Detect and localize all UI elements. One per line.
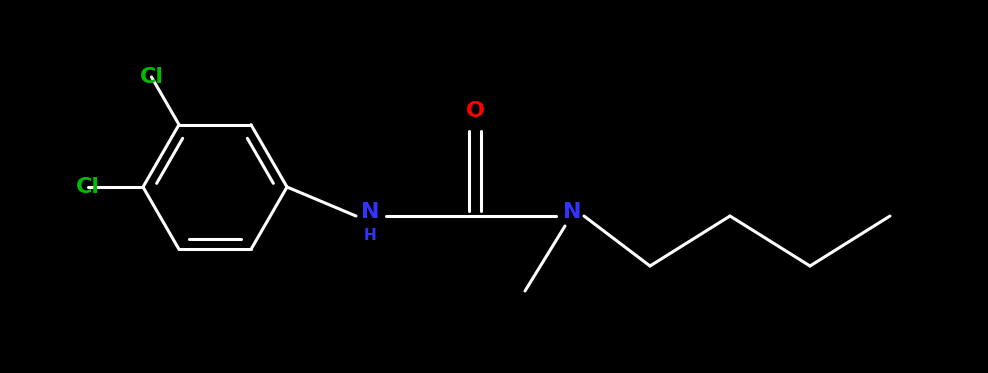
Text: Cl: Cl (139, 67, 163, 87)
Text: N: N (361, 202, 379, 222)
Text: O: O (465, 101, 484, 121)
Text: Cl: Cl (76, 177, 100, 197)
Text: N: N (563, 202, 581, 222)
Text: H: H (364, 229, 376, 244)
